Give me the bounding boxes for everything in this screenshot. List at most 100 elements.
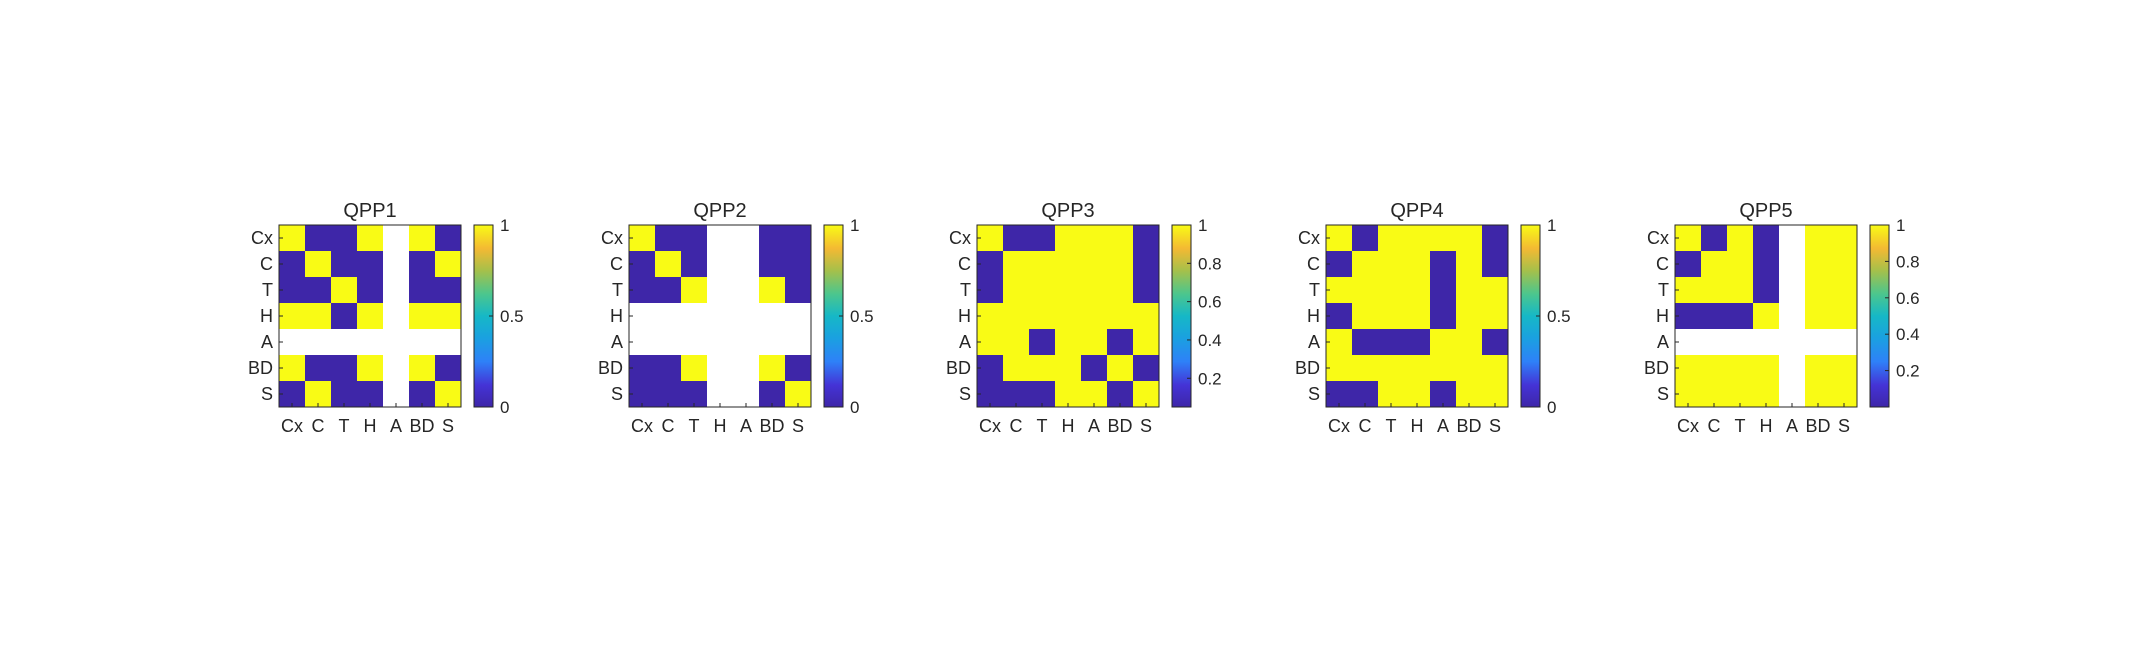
x-tick-label: C [1359, 416, 1372, 436]
colorbar-tick-label: 1 [1547, 216, 1556, 235]
heatmap-cell [1003, 303, 1029, 329]
x-tick-label: H [1062, 416, 1075, 436]
heatmap-cell [1081, 355, 1107, 381]
y-tick-label: H [1656, 306, 1669, 326]
heatmap-cell [1779, 355, 1805, 381]
heatmap-cell [435, 277, 461, 303]
y-tick-label: H [1307, 306, 1320, 326]
y-tick-label: C [1656, 254, 1669, 274]
heatmap-cell [1456, 277, 1482, 303]
heatmap-cell [1378, 225, 1404, 251]
panel-title: QPP1 [343, 200, 396, 222]
x-tick-label: BD [759, 416, 784, 436]
colorbar-tick-label: 0.6 [1198, 293, 1222, 312]
heatmap-cell [1701, 225, 1727, 251]
heatmap-cell [435, 329, 461, 355]
heatmap-cell [435, 225, 461, 251]
heatmap-cell [1003, 225, 1029, 251]
y-tick-label: A [959, 332, 971, 352]
heatmap-cell [1456, 303, 1482, 329]
heatmap-cell [357, 277, 383, 303]
heatmap-cell [733, 277, 759, 303]
heatmap-cell [1378, 329, 1404, 355]
heatmap-cell [733, 329, 759, 355]
heatmap-cell [1831, 277, 1857, 303]
x-tick-label: H [1411, 416, 1424, 436]
heatmap-cell [1352, 381, 1378, 407]
x-tick-label: BD [1456, 416, 1481, 436]
heatmap-cell [1456, 251, 1482, 277]
heatmap-cell [977, 277, 1003, 303]
heatmap-cell [1107, 355, 1133, 381]
heatmap-cell [1456, 355, 1482, 381]
panel-title: QPP4 [1390, 200, 1443, 222]
heatmap-cell [279, 303, 305, 329]
heatmap-cell [1430, 277, 1456, 303]
heatmap-cell [1081, 277, 1107, 303]
heatmap-cell [1404, 251, 1430, 277]
heatmap-cell [1430, 381, 1456, 407]
heatmap-cell [1805, 225, 1831, 251]
x-tick-label: Cx [979, 416, 1001, 436]
heatmap-cell [629, 251, 655, 277]
heatmap-cell [1378, 277, 1404, 303]
colorbar-tick-label: 0.8 [1198, 254, 1222, 273]
heatmap-cell [681, 381, 707, 407]
heatmap-cell [331, 277, 357, 303]
colorbar-tick-label: 1 [850, 216, 859, 235]
heatmap-cell [409, 303, 435, 329]
heatmap-cell [1675, 329, 1701, 355]
heatmap-cell [409, 225, 435, 251]
heatmap-cell [383, 381, 409, 407]
heatmap-cell [1727, 251, 1753, 277]
heatmap-cell [629, 277, 655, 303]
heatmap-cell [1003, 381, 1029, 407]
y-tick-label: S [1308, 384, 1320, 404]
heatmap-cell [785, 355, 811, 381]
colorbar-tick-label: 0.5 [850, 307, 874, 326]
heatmap-cell [383, 277, 409, 303]
heatmap-cell [1753, 303, 1779, 329]
heatmap-cell [1701, 303, 1727, 329]
heatmap-cell [1753, 277, 1779, 303]
y-tick-label: Cx [1298, 228, 1320, 248]
x-tick-label: S [1140, 416, 1152, 436]
heatmap-cell [1029, 225, 1055, 251]
heatmap-cell [681, 355, 707, 381]
heatmap-cell [785, 225, 811, 251]
heatmap-cell [409, 329, 435, 355]
heatmap-cell [629, 303, 655, 329]
heatmap-cell [681, 303, 707, 329]
heatmap-cell [629, 355, 655, 381]
heatmap-cell [1753, 381, 1779, 407]
heatmap-cell [357, 381, 383, 407]
heatmap-cell [409, 381, 435, 407]
y-tick-label: C [1307, 254, 1320, 274]
heatmap-cell [1003, 329, 1029, 355]
heatmap-cell [1055, 329, 1081, 355]
heatmap-cell [759, 355, 785, 381]
heatmap-cell [1378, 303, 1404, 329]
heatmap-cell [1107, 329, 1133, 355]
heatmap-cell [1055, 277, 1081, 303]
x-tick-label: A [1088, 416, 1100, 436]
x-tick-label: C [1708, 416, 1721, 436]
heatmap-cell [1456, 329, 1482, 355]
x-tick-label: H [1760, 416, 1773, 436]
heatmap-cell [357, 355, 383, 381]
heatmap-cell [1081, 251, 1107, 277]
heatmap-cell [1029, 381, 1055, 407]
heatmap-cell [1779, 251, 1805, 277]
heatmap-cell [357, 251, 383, 277]
heatmap-cell [331, 251, 357, 277]
heatmap-cell [655, 381, 681, 407]
heatmap-cell [1430, 303, 1456, 329]
heatmap-cell [1029, 277, 1055, 303]
heatmap-cell [1326, 303, 1352, 329]
heatmap-cell [759, 251, 785, 277]
panel-title: QPP3 [1041, 200, 1094, 222]
heatmap-cell [1029, 303, 1055, 329]
colorbar [1869, 224, 1890, 408]
